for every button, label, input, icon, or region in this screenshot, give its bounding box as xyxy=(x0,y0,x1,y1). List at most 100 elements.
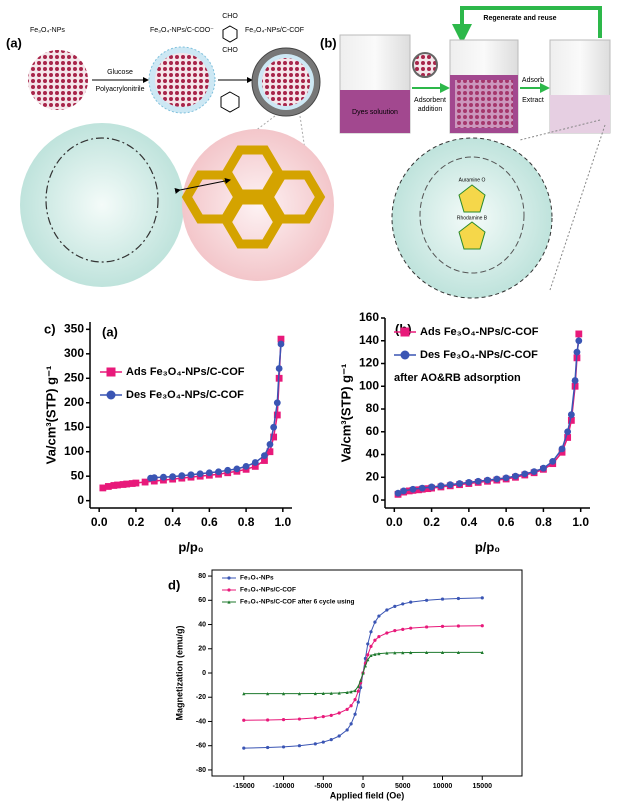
schematic-a: (a) Fe₃O₄-NPs Glucose Polyacrylonitrile … xyxy=(6,13,334,287)
marker xyxy=(512,472,519,480)
figure-label: d) xyxy=(168,577,180,592)
x-tick-label: 0.6 xyxy=(498,515,515,529)
label: Fe₃O₄-NPs xyxy=(30,27,65,34)
marker xyxy=(366,642,370,646)
marker xyxy=(123,480,131,488)
marker xyxy=(128,480,136,487)
x-tick-label: 0.4 xyxy=(461,515,478,529)
marker xyxy=(480,624,484,628)
marker xyxy=(564,434,572,441)
x-tick-label: 5000 xyxy=(395,783,411,790)
marker xyxy=(329,713,333,718)
marker xyxy=(474,477,482,485)
marker xyxy=(349,704,353,708)
marker xyxy=(356,689,360,693)
marker xyxy=(242,692,246,696)
marker xyxy=(369,653,373,658)
y-tick-label: 40 xyxy=(366,447,380,461)
y-tick-label: -20 xyxy=(196,694,206,701)
y-tick-label: 60 xyxy=(198,597,206,604)
x-axis-label: p/p₀ xyxy=(178,539,203,554)
adsorbent xyxy=(412,52,438,78)
marker xyxy=(251,459,259,466)
marker xyxy=(277,335,285,343)
legend-marker xyxy=(227,600,231,604)
marker xyxy=(270,433,278,441)
y-tick-label: -80 xyxy=(196,767,206,774)
marker xyxy=(440,650,445,654)
marker xyxy=(297,692,302,696)
marker xyxy=(393,604,397,608)
marker xyxy=(242,718,246,722)
y-tick-label: 200 xyxy=(64,395,84,409)
marker xyxy=(277,340,285,348)
marker xyxy=(373,638,377,642)
marker xyxy=(297,744,302,748)
legend-marker xyxy=(227,576,231,580)
legend-label: Des Fe₃O₄-NPs/C-COF xyxy=(420,349,538,361)
x-axis-label: p/p₀ xyxy=(475,539,500,554)
marker xyxy=(345,728,349,732)
marker xyxy=(275,365,283,372)
legend-label: Ads Fe₃O₄-NPs/C-COF xyxy=(420,326,539,338)
marker xyxy=(424,485,432,493)
x-tick-label: 0 xyxy=(361,783,365,790)
panel-label: (a) xyxy=(6,35,22,50)
marker xyxy=(409,600,413,604)
x-tick-label: 0.4 xyxy=(164,515,181,529)
x-axis-label: Applied field (Oe) xyxy=(330,790,405,800)
marker xyxy=(169,473,177,481)
marker xyxy=(196,470,204,478)
marker xyxy=(337,734,341,738)
marker xyxy=(373,652,377,656)
marker xyxy=(359,678,363,682)
dye-solution xyxy=(340,90,410,133)
y-tick-label: 120 xyxy=(359,356,379,370)
y-tick-label: 0 xyxy=(372,492,379,506)
legend-marker xyxy=(400,350,410,360)
marker xyxy=(266,692,270,696)
y-tick-label: 100 xyxy=(64,444,84,458)
marker xyxy=(385,631,389,635)
marker xyxy=(349,722,353,726)
x-tick-label: -10000 xyxy=(273,783,295,790)
y-tick-label: 50 xyxy=(71,468,85,482)
label: addition xyxy=(418,106,443,113)
y-tick-label: 0 xyxy=(202,670,206,677)
marker xyxy=(385,608,389,612)
marker xyxy=(502,474,510,482)
marker xyxy=(521,470,529,478)
x-tick-label: 0.8 xyxy=(535,515,552,529)
legend-label: Fe₃O₄-NPs/C-COF xyxy=(240,587,296,594)
marker xyxy=(575,330,583,338)
marker xyxy=(575,337,583,345)
marker xyxy=(573,348,581,356)
marker xyxy=(266,448,274,456)
panel-label: (a) xyxy=(102,324,118,339)
marker xyxy=(425,650,429,654)
marker xyxy=(373,620,377,624)
y-tick-label: -40 xyxy=(196,718,206,725)
label: Fe₃O₄-NPs/C-COF xyxy=(245,27,304,34)
marker xyxy=(425,598,429,602)
marker xyxy=(366,658,370,662)
schematic-b: (b) Regenerate and reuse Dyes soluution … xyxy=(320,6,611,299)
marker xyxy=(456,596,461,601)
marker xyxy=(567,416,575,424)
marker xyxy=(349,690,353,694)
x-tick-label: 0.6 xyxy=(201,515,218,529)
label: Regenerate and reuse xyxy=(483,15,556,22)
x-tick-label: 0.0 xyxy=(386,515,403,529)
y-tick-label: 40 xyxy=(198,621,206,628)
marker xyxy=(353,698,357,702)
marker xyxy=(329,691,333,695)
marker xyxy=(104,483,112,490)
marker xyxy=(361,671,365,675)
marker xyxy=(425,625,429,629)
figure-label: c) xyxy=(44,321,56,336)
zoom-line xyxy=(299,115,306,151)
marker xyxy=(369,644,373,648)
marker xyxy=(321,691,325,695)
marker xyxy=(356,684,360,688)
marker xyxy=(377,635,381,639)
